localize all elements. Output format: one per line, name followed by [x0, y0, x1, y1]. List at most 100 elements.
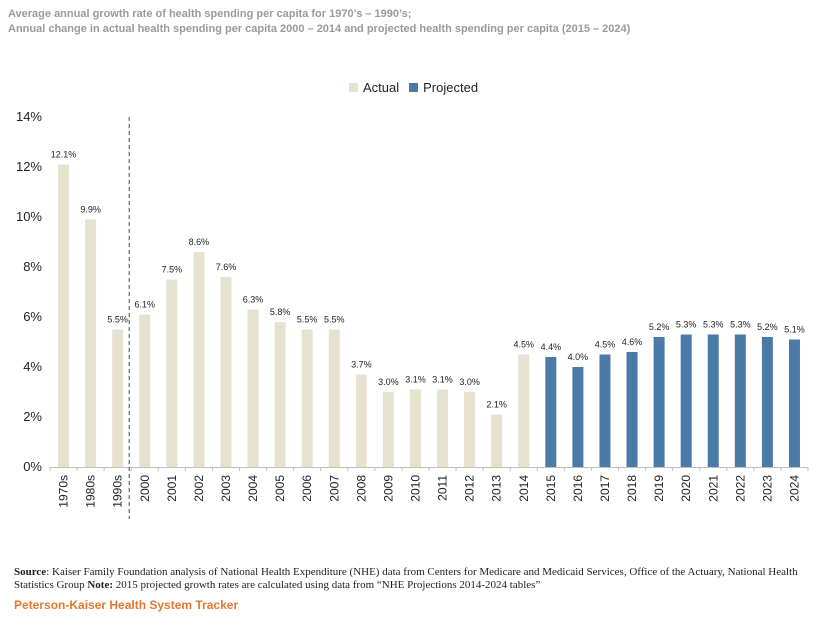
- legend-label-actual: Actual: [363, 80, 400, 95]
- x-tick-label-2001: 2001: [165, 475, 179, 502]
- bar-2004: [247, 309, 259, 467]
- x-tick-label-2005: 2005: [273, 475, 287, 502]
- bar-2008: [355, 374, 367, 467]
- x-tick-label-2023: 2023: [760, 475, 774, 502]
- bar-2022: [734, 334, 746, 467]
- x-tick-label-2018: 2018: [625, 475, 639, 502]
- bar-2021: [707, 334, 719, 467]
- x-tick-label-2016: 2016: [571, 475, 585, 502]
- data-label-2017: 4.5%: [595, 340, 616, 350]
- x-tick-label-2012: 2012: [463, 475, 477, 502]
- x-tick-label-2002: 2002: [192, 475, 206, 502]
- x-tick-label-2000: 2000: [138, 475, 152, 502]
- bar-2006: [301, 329, 313, 467]
- bar-2005: [274, 322, 286, 467]
- x-tick-label-1980s: 1980s: [84, 475, 98, 508]
- bar-2000: [139, 314, 151, 467]
- chart-title-line-2: Annual change in actual health spending …: [8, 23, 631, 35]
- chart-title-line-1: Average annual growth rate of health spe…: [8, 8, 412, 20]
- x-tick-label-2013: 2013: [490, 475, 504, 502]
- data-label-2011: 3.1%: [432, 375, 453, 385]
- x-tick-label-1970s: 1970s: [57, 475, 71, 508]
- x-tick-label-2024: 2024: [787, 475, 801, 502]
- y-tick-label: 14%: [16, 109, 42, 124]
- data-label-2004: 6.3%: [243, 295, 264, 305]
- bar-2012: [464, 392, 476, 467]
- source-label: Source: [14, 566, 47, 578]
- chart-legend: Actual Projected: [349, 80, 488, 95]
- data-label-1980s: 9.9%: [80, 205, 101, 215]
- data-label-2022: 5.3%: [730, 320, 751, 330]
- bar-2009: [382, 392, 394, 467]
- note-label: Note:: [87, 579, 113, 591]
- data-label-2015: 4.4%: [541, 342, 562, 352]
- bar-1970s: [58, 164, 70, 467]
- bar-2019: [653, 337, 665, 467]
- bar-2013: [491, 414, 503, 467]
- bar-1980s: [85, 219, 97, 467]
- data-label-2001: 7.5%: [162, 265, 183, 275]
- data-label-2009: 3.0%: [378, 377, 399, 387]
- x-tick-label-2003: 2003: [219, 475, 233, 502]
- x-tick-label-2014: 2014: [517, 475, 531, 502]
- bar-2017: [599, 354, 611, 467]
- bar-2001: [166, 279, 178, 467]
- bar-2018: [626, 352, 638, 467]
- data-label-2024: 5.1%: [784, 325, 805, 335]
- source-text: : Kaiser Family Foundation analysis of N…: [14, 566, 798, 591]
- chart-title: Average annual growth rate of health spe…: [8, 7, 818, 37]
- data-label-2000: 6.1%: [134, 300, 155, 310]
- x-tick-label-2021: 2021: [706, 475, 720, 502]
- y-tick-label: 4%: [23, 359, 42, 374]
- data-label-2006: 5.5%: [297, 315, 318, 325]
- x-tick-label-1990s: 1990s: [111, 475, 125, 508]
- x-tick-label-2004: 2004: [246, 475, 260, 502]
- x-tick-label-2020: 2020: [679, 475, 693, 502]
- bar-2024: [788, 339, 800, 467]
- x-tick-label-2015: 2015: [544, 475, 558, 502]
- x-tick-label-2010: 2010: [408, 475, 422, 502]
- legend-swatch-actual: [349, 83, 358, 92]
- x-tick-label-2011: 2011: [436, 475, 450, 501]
- x-tick-label-2009: 2009: [381, 475, 395, 502]
- data-label-2007: 5.5%: [324, 315, 345, 325]
- x-tick-label-2019: 2019: [652, 475, 666, 502]
- x-tick-label-2017: 2017: [598, 475, 612, 502]
- x-tick-label-2022: 2022: [733, 475, 747, 502]
- brand-name: Peterson-Kaiser Health System Tracker: [14, 598, 239, 612]
- data-label-1990s: 5.5%: [107, 315, 128, 325]
- legend-label-projected: Projected: [423, 80, 479, 95]
- y-tick-label: 6%: [23, 309, 42, 324]
- bar-2011: [437, 389, 449, 467]
- x-tick-label-2007: 2007: [327, 475, 341, 502]
- data-label-2018: 4.6%: [622, 337, 643, 347]
- legend-item-actual: Actual: [349, 80, 399, 95]
- bar-2020: [680, 334, 692, 467]
- bar-2007: [328, 329, 340, 467]
- bar-2023: [761, 337, 773, 467]
- legend-item-projected: Projected: [409, 80, 478, 95]
- y-tick-label: 12%: [16, 159, 42, 174]
- data-label-2023: 5.2%: [757, 322, 778, 332]
- bar-2002: [193, 252, 205, 467]
- data-label-2016: 4.0%: [568, 352, 589, 362]
- data-label-1970s: 12.1%: [51, 150, 77, 160]
- y-tick-label: 8%: [23, 259, 42, 274]
- data-label-2003: 7.6%: [216, 262, 237, 272]
- bar-2015: [545, 357, 557, 467]
- bar-2010: [409, 389, 421, 467]
- x-tick-label-2008: 2008: [354, 475, 368, 502]
- y-tick-label: 2%: [23, 409, 42, 424]
- bar-chart: 0% 2% 4% 6% 8% 10% 12% 14% 12.1% 1970s 9.9% 1980s 5.…: [16, 109, 809, 519]
- data-label-2020: 5.3%: [676, 320, 697, 330]
- data-label-2019: 5.2%: [649, 322, 670, 332]
- legend-swatch-projected: [409, 83, 419, 92]
- bar-2016: [572, 367, 584, 467]
- bar-2003: [220, 277, 232, 467]
- y-tick-label: 10%: [16, 209, 42, 224]
- data-label-2013: 2.1%: [486, 400, 507, 410]
- source-note: Source: Kaiser Family Foundation analysi…: [14, 566, 814, 592]
- data-label-2002: 8.6%: [189, 237, 210, 247]
- data-label-2008: 3.7%: [351, 360, 372, 370]
- data-label-2021: 5.3%: [703, 320, 724, 330]
